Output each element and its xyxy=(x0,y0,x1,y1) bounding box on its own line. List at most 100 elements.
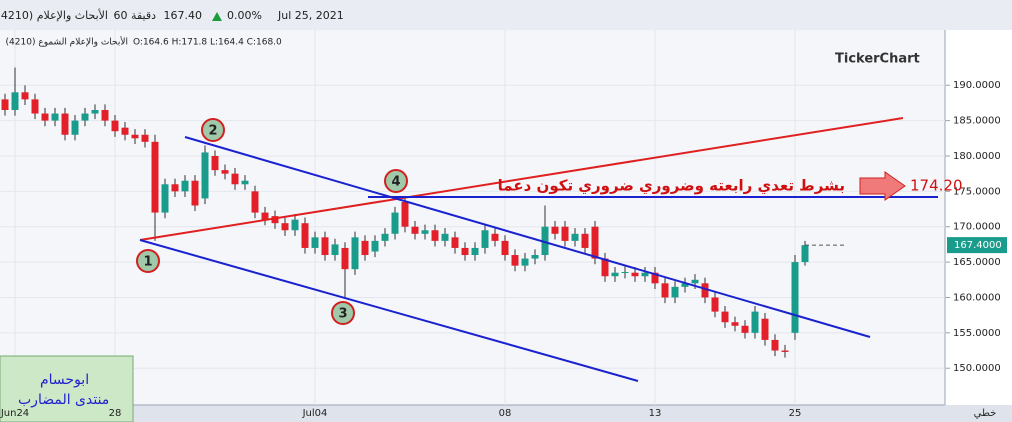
candle-body xyxy=(551,226,559,234)
point-marker xyxy=(331,301,355,325)
candle-body xyxy=(411,226,419,234)
candle-body xyxy=(501,240,509,256)
candle-body xyxy=(221,170,229,174)
candle-body xyxy=(251,191,259,213)
x-axis-panel xyxy=(0,405,1012,422)
y-tick-label: 160.0000 xyxy=(953,292,1001,303)
candle-body xyxy=(211,155,219,171)
point-label: 1 xyxy=(143,255,152,270)
candle-body xyxy=(11,92,19,110)
symbol: (4210) الأبحاث والإعلام xyxy=(0,8,108,22)
candle-body xyxy=(521,258,529,266)
y-tick-label: 150.0000 xyxy=(953,363,1001,374)
candle-body xyxy=(481,230,489,248)
candle-body xyxy=(171,184,179,192)
candle-body xyxy=(311,237,319,248)
point-marker xyxy=(136,249,160,273)
candle-body xyxy=(681,283,689,287)
y-tick-label: 185.0000 xyxy=(953,116,1001,127)
candle-body xyxy=(771,339,779,351)
candle-body xyxy=(801,245,809,263)
candle-body xyxy=(141,134,149,142)
candle-body xyxy=(61,113,69,135)
candle-body xyxy=(601,258,609,277)
candle-body xyxy=(51,113,59,121)
channel-line xyxy=(139,239,639,382)
candle-body xyxy=(621,271,629,273)
candle-body xyxy=(321,237,329,256)
y-tick-label: 190.0000 xyxy=(953,80,1001,91)
candle-body xyxy=(111,120,119,132)
candle-body xyxy=(511,255,519,266)
candle-body xyxy=(391,212,399,234)
candle-body xyxy=(631,272,639,277)
candle-body xyxy=(471,247,479,256)
candle-body xyxy=(561,226,569,241)
candle-body xyxy=(381,233,389,241)
point-label: 3 xyxy=(338,307,347,322)
level-label: 174.20 xyxy=(910,177,963,195)
candle-body xyxy=(401,201,409,227)
y-tick-label: 165.0000 xyxy=(953,257,1001,268)
x-tick-label: 08 xyxy=(499,408,512,419)
candle-body xyxy=(641,272,649,277)
candle-body xyxy=(201,152,209,199)
candle-body xyxy=(751,311,759,333)
point-label: 4 xyxy=(391,175,400,190)
x-tick-label: 28 xyxy=(109,408,122,419)
candle-body xyxy=(161,184,169,213)
arrow xyxy=(859,171,906,201)
candle-body xyxy=(591,226,599,259)
candle-body xyxy=(741,325,749,333)
candle-body xyxy=(711,297,719,312)
candle-body xyxy=(691,279,699,284)
candle-body xyxy=(231,173,239,185)
candle-body xyxy=(91,109,99,114)
author-forum: منتدى المضارب xyxy=(18,392,109,408)
candle-body xyxy=(721,311,729,323)
candle-body xyxy=(611,272,619,277)
watermark: TickerChart xyxy=(835,52,920,67)
candle-body xyxy=(781,350,789,352)
x-tick-label: 25 xyxy=(789,408,802,419)
candle-body xyxy=(1,99,9,110)
candle-body xyxy=(21,92,29,100)
interval: 60 دقيقة xyxy=(114,9,157,22)
candle-body xyxy=(301,223,309,248)
candle-body xyxy=(461,247,469,256)
candle-body xyxy=(331,244,339,256)
x-tick-label: Jul04 xyxy=(302,408,328,419)
point-marker xyxy=(384,169,408,193)
candle-body xyxy=(361,240,369,256)
candle-body xyxy=(41,113,49,121)
candle-body xyxy=(291,219,299,231)
scale-mode[interactable]: خطي xyxy=(974,408,997,419)
last-price-label: 167.4000 xyxy=(954,240,1002,251)
note: بشرط تعدي رابعته وضروري ضروري تكون دعما xyxy=(498,177,845,196)
date: Jul 25, 2021 xyxy=(277,9,344,22)
candle-body xyxy=(421,230,429,234)
y-tick-label: 155.0000 xyxy=(953,328,1001,339)
candle-body xyxy=(181,180,189,192)
candle-body xyxy=(791,262,799,333)
header-bar xyxy=(0,0,1012,30)
candle-body xyxy=(441,233,449,241)
candle-body xyxy=(351,237,359,270)
x-tick-label: Jun24 xyxy=(0,408,29,419)
candle-body xyxy=(731,322,739,326)
candle-body xyxy=(671,286,679,298)
candle-body xyxy=(31,99,39,114)
candle-body xyxy=(281,223,289,231)
last-price-box xyxy=(947,237,1007,254)
y-tick-label: 175.0000 xyxy=(953,186,1001,197)
candle-body xyxy=(491,233,499,241)
candle-body xyxy=(131,134,139,139)
candle-body xyxy=(451,237,459,248)
channel-line xyxy=(184,136,871,338)
ohlc: O:164.6 H:171.8 L:164.4 C:168.0 xyxy=(133,38,282,48)
candle-body xyxy=(701,283,709,298)
point-marker xyxy=(201,118,225,142)
candle-body xyxy=(571,233,579,241)
